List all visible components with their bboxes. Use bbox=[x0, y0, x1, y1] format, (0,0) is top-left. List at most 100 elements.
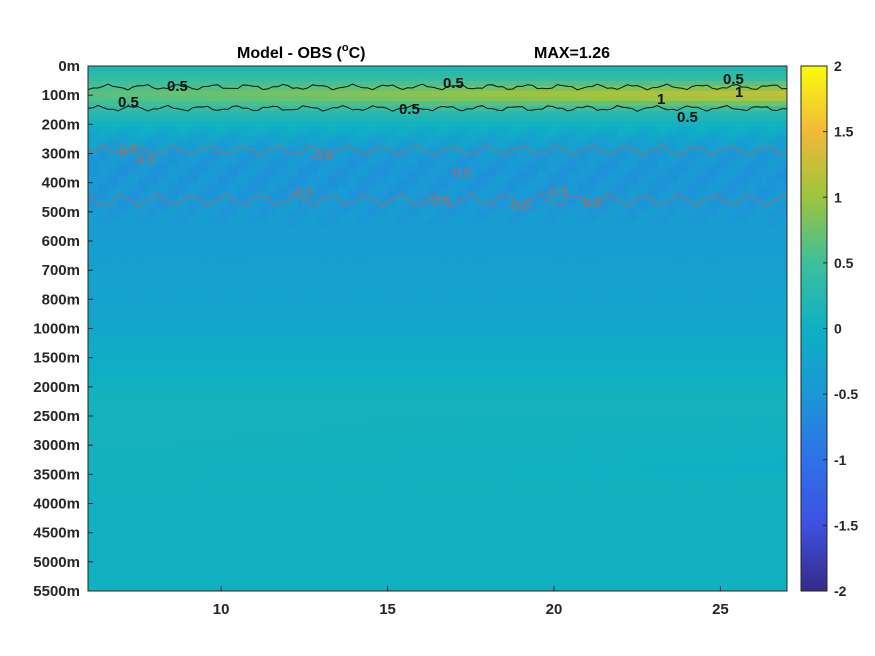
heatmap-cell bbox=[387, 96, 399, 102]
heatmap-cell bbox=[397, 206, 409, 212]
heatmap-cell bbox=[767, 261, 778, 267]
heatmap-cell bbox=[517, 366, 528, 372]
heatmap-cell bbox=[277, 291, 289, 297]
heatmap-cell bbox=[517, 226, 528, 232]
heatmap-cell bbox=[567, 116, 578, 122]
heatmap-cell bbox=[367, 311, 379, 317]
heatmap-cell bbox=[117, 296, 129, 302]
heatmap-cell bbox=[197, 131, 209, 137]
heatmap-cell bbox=[597, 351, 608, 357]
heatmap-cell bbox=[737, 266, 748, 272]
heatmap-cell bbox=[627, 371, 638, 377]
heatmap-cell bbox=[257, 286, 269, 292]
heatmap-cell bbox=[587, 116, 598, 122]
heatmap-cell bbox=[657, 311, 668, 317]
heatmap-cell bbox=[677, 301, 688, 307]
heatmap-cell bbox=[467, 411, 479, 417]
heatmap-cell bbox=[597, 371, 608, 377]
heatmap-cell bbox=[737, 341, 748, 347]
heatmap-cell bbox=[557, 271, 568, 277]
heatmap-cell bbox=[247, 251, 259, 257]
heatmap-cell bbox=[427, 316, 439, 322]
heatmap-cell bbox=[247, 151, 259, 157]
heatmap-cell bbox=[297, 366, 309, 372]
heatmap-cell bbox=[527, 66, 538, 72]
heatmap-cell bbox=[387, 101, 399, 107]
heatmap-cell bbox=[567, 71, 578, 77]
heatmap-cell bbox=[387, 241, 399, 247]
heatmap-cell bbox=[547, 176, 558, 182]
heatmap-cell bbox=[357, 121, 369, 127]
heatmap-cell bbox=[467, 391, 479, 397]
heatmap-cell bbox=[677, 66, 688, 72]
heatmap-cell bbox=[177, 406, 189, 412]
heatmap-cell bbox=[197, 141, 209, 147]
heatmap-cell bbox=[527, 211, 538, 217]
heatmap-cell bbox=[227, 281, 239, 287]
heatmap-cell bbox=[207, 171, 219, 177]
heatmap-cell bbox=[88, 261, 99, 267]
heatmap-cell bbox=[717, 226, 728, 232]
heatmap-cell bbox=[217, 271, 229, 277]
heatmap-cell bbox=[777, 186, 787, 192]
heatmap-cell bbox=[167, 386, 179, 392]
heatmap-cell bbox=[677, 291, 688, 297]
heatmap-cell bbox=[537, 351, 548, 357]
heatmap-cell bbox=[377, 411, 389, 417]
heatmap-cell bbox=[117, 291, 129, 297]
heatmap-cell bbox=[717, 246, 728, 252]
heatmap-cell bbox=[467, 216, 479, 222]
heatmap-cell bbox=[327, 346, 339, 352]
heatmap-cell bbox=[657, 401, 668, 407]
heatmap-cell bbox=[677, 276, 688, 282]
heatmap-cell bbox=[567, 91, 578, 97]
heatmap-cell bbox=[427, 306, 439, 312]
heatmap-cell bbox=[537, 136, 548, 142]
heatmap-cell bbox=[357, 366, 369, 372]
heatmap-cell bbox=[607, 136, 618, 142]
heatmap-cell bbox=[527, 301, 538, 307]
heatmap-cell bbox=[587, 381, 598, 387]
heatmap-cell bbox=[187, 331, 199, 337]
heatmap-cell bbox=[757, 381, 768, 387]
heatmap-cell bbox=[727, 386, 738, 392]
heatmap-cell bbox=[747, 201, 758, 207]
heatmap-cell bbox=[637, 126, 648, 132]
heatmap-cell bbox=[287, 311, 299, 317]
heatmap-cell bbox=[637, 181, 648, 187]
heatmap-cell bbox=[477, 126, 489, 132]
heatmap-cell bbox=[377, 86, 389, 92]
heatmap-cell bbox=[667, 341, 678, 347]
heatmap-cell bbox=[347, 256, 359, 262]
heatmap-cell bbox=[237, 256, 249, 262]
heatmap-cell bbox=[577, 246, 588, 252]
heatmap-cell bbox=[457, 216, 469, 222]
heatmap-cell bbox=[507, 211, 518, 217]
heatmap-cell bbox=[117, 391, 129, 397]
heatmap-cell bbox=[737, 206, 748, 212]
heatmap-cell bbox=[247, 326, 259, 332]
heatmap-cell bbox=[137, 211, 149, 217]
heatmap-cell bbox=[777, 181, 787, 187]
heatmap-cell bbox=[107, 386, 119, 392]
heatmap-cell bbox=[677, 181, 688, 187]
heatmap-cell bbox=[747, 71, 758, 77]
heatmap-cell bbox=[407, 201, 419, 207]
heatmap-cell bbox=[407, 66, 419, 72]
heatmap-cell bbox=[317, 396, 329, 402]
heatmap-cell bbox=[277, 96, 289, 102]
heatmap-cell bbox=[587, 181, 598, 187]
heatmap-cell bbox=[727, 121, 738, 127]
heatmap-cell bbox=[607, 396, 618, 402]
heatmap-cell bbox=[227, 421, 239, 427]
heatmap-cell bbox=[727, 176, 738, 182]
heatmap-cell bbox=[687, 276, 698, 282]
heatmap-cell bbox=[657, 201, 668, 207]
heatmap-cell bbox=[637, 76, 648, 82]
heatmap-cell bbox=[417, 316, 429, 322]
heatmap-cell bbox=[447, 381, 459, 387]
heatmap-cell bbox=[127, 106, 139, 112]
heatmap-cell bbox=[367, 206, 379, 212]
heatmap-cell bbox=[267, 261, 279, 267]
heatmap-cell bbox=[307, 301, 319, 307]
